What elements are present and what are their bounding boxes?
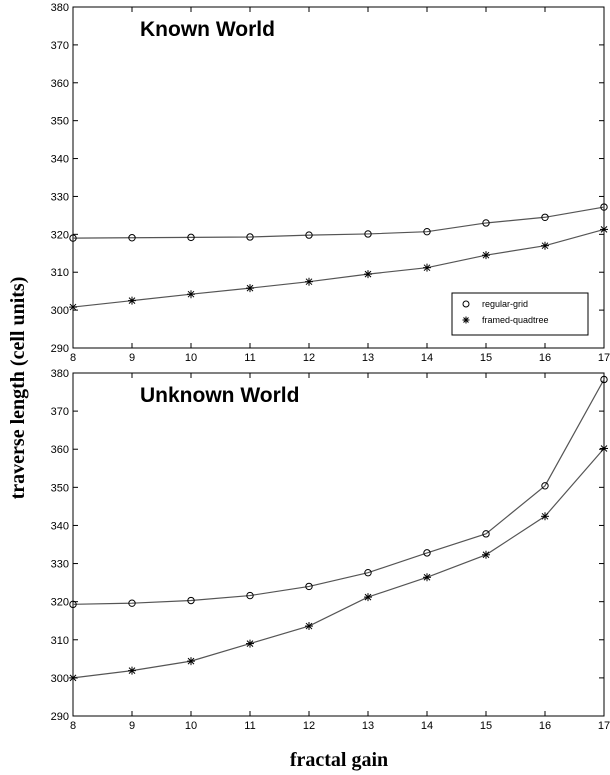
known-regular-grid-point — [246, 233, 254, 241]
known-regular-grid-point — [482, 219, 490, 227]
legend: regular-grid framed-quadtree — [451, 292, 589, 336]
unknown-regular-grid-point — [541, 482, 549, 490]
unknown-y-tick-label: 310 — [51, 635, 69, 647]
unknown-framed-quadtree-point — [541, 512, 549, 521]
unknown-y-tick-label: 340 — [51, 520, 69, 532]
unknown-x-tick-label: 14 — [421, 720, 433, 732]
known-y-tick-label: 330 — [51, 191, 69, 203]
known-x-tick-label: 10 — [185, 352, 197, 364]
known-x-tick-label: 14 — [421, 352, 433, 364]
known-x-tick-label: 12 — [303, 352, 315, 364]
known-x-tick-label: 15 — [480, 352, 492, 364]
known-framed-quadtree-point — [187, 290, 195, 299]
known-regular-grid-point — [364, 230, 372, 238]
unknown-framed-quadtree-point — [364, 593, 372, 602]
unknown-x-tick-label: 11 — [244, 720, 255, 732]
known-plot-frame — [72, 6, 605, 349]
known-x-tick-label: 8 — [70, 352, 76, 364]
unknown-world-title: Unknown World — [140, 384, 299, 407]
known-x-tick-label: 13 — [362, 352, 374, 364]
unknown-y-tick-label: 380 — [51, 368, 69, 380]
known-framed-quadtree-point — [305, 277, 313, 286]
unknown-framed-quadtree-point — [600, 444, 608, 453]
unknown-framed-quadtree-line — [72, 448, 605, 679]
known-regular-grid-point — [69, 234, 77, 242]
known-y-tick-label: 300 — [51, 305, 69, 317]
unknown-framed-quadtree-point — [69, 673, 77, 682]
known-x-tick-label: 9 — [129, 352, 135, 364]
unknown-regular-grid-point — [482, 530, 490, 538]
unknown-regular-grid-point — [128, 599, 136, 607]
known-framed-quadtree-point — [246, 284, 254, 293]
known-y-tick-label: 340 — [51, 154, 69, 166]
known-regular-grid-point — [541, 213, 549, 221]
known-framed-quadtree-point — [364, 270, 372, 279]
known-y-tick-label: 290 — [51, 343, 69, 355]
y-axis-label: traverse length (cell units) — [7, 277, 29, 500]
unknown-regular-grid-point — [600, 375, 608, 384]
unknown-y-tick-label: 350 — [51, 482, 69, 494]
unknown-framed-quadtree-point — [128, 666, 136, 675]
known-regular-grid-point — [305, 231, 313, 239]
unknown-regular-grid-point — [246, 591, 254, 600]
known-y-tick-label: 370 — [51, 40, 69, 52]
known-x-tick-label: 11 — [244, 352, 255, 364]
x-axis-label: fractal gain — [290, 749, 388, 771]
unknown-plot-frame — [72, 372, 605, 717]
unknown-x-tick-label: 12 — [303, 720, 315, 732]
unknown-x-tick-label: 10 — [185, 720, 197, 732]
unknown-framed-quadtree-point — [305, 622, 313, 631]
known-regular-grid-point — [423, 227, 431, 236]
known-regular-grid-line — [72, 206, 605, 239]
unknown-regular-grid-point — [423, 549, 431, 557]
unknown-framed-quadtree-point — [187, 657, 195, 666]
known-framed-quadtree-point — [69, 303, 77, 312]
unknown-x-tick-label: 15 — [480, 720, 492, 732]
legend-marker-regular-grid — [462, 300, 470, 308]
known-y-tick-label: 310 — [51, 267, 69, 279]
unknown-regular-grid-point — [187, 596, 195, 605]
known-framed-quadtree-point — [482, 251, 490, 260]
unknown-regular-grid-point — [364, 569, 372, 577]
known-x-tick-label: 17 — [598, 352, 610, 364]
known-framed-quadtree-point — [128, 296, 136, 305]
known-y-tick-label: 320 — [51, 229, 69, 241]
known-regular-grid-point — [187, 233, 195, 242]
unknown-framed-quadtree-point — [246, 639, 254, 648]
known-framed-quadtree-line — [72, 228, 605, 308]
unknown-x-tick-label: 8 — [70, 720, 76, 732]
unknown-y-tick-label: 300 — [51, 673, 69, 685]
unknown-y-tick-label: 320 — [51, 597, 69, 609]
unknown-regular-grid-point — [305, 582, 313, 591]
unknown-regular-grid-line — [72, 379, 605, 605]
unknown-framed-quadtree-point — [423, 573, 431, 582]
unknown-framed-quadtree-point — [482, 550, 490, 559]
known-framed-quadtree-point — [600, 225, 608, 234]
known-world-panel: 290 300 310 320 330 340 350 360 370 380 8 9 10 11 12 13… — [51, 2, 610, 364]
unknown-y-tick-label: 330 — [51, 559, 69, 571]
known-framed-quadtree-point — [423, 263, 431, 272]
unknown-x-tick-label: 9 — [129, 720, 135, 732]
known-y-tick-label: 380 — [51, 2, 69, 14]
unknown-x-tick-label: 13 — [362, 720, 374, 732]
unknown-x-tick-label: 17 — [598, 720, 610, 732]
known-x-tick-label: 16 — [539, 352, 551, 364]
unknown-x-tick-label: 16 — [539, 720, 551, 732]
known-regular-grid-point — [600, 203, 608, 211]
unknown-y-tick-label: 290 — [51, 711, 69, 723]
unknown-y-tick-label: 360 — [51, 444, 69, 456]
legend-label-regular-grid: regular-grid — [482, 299, 528, 309]
unknown-y-tick-label: 370 — [51, 406, 69, 418]
unknown-world-panel: 290 300 310 320 330 340 350 360 370 380 8 9 10 11 12 13… — [51, 368, 610, 732]
known-framed-quadtree-point — [541, 241, 549, 250]
unknown-regular-grid-point — [69, 600, 77, 609]
legend-box — [451, 292, 589, 336]
known-world-title: Known World — [140, 18, 275, 41]
known-y-tick-label: 360 — [51, 78, 69, 90]
known-regular-grid-point — [128, 234, 136, 242]
known-y-tick-label: 350 — [51, 116, 69, 128]
legend-marker-framed-quadtree — [462, 316, 470, 324]
legend-label-framed-quadtree: framed-quadtree — [482, 315, 549, 325]
